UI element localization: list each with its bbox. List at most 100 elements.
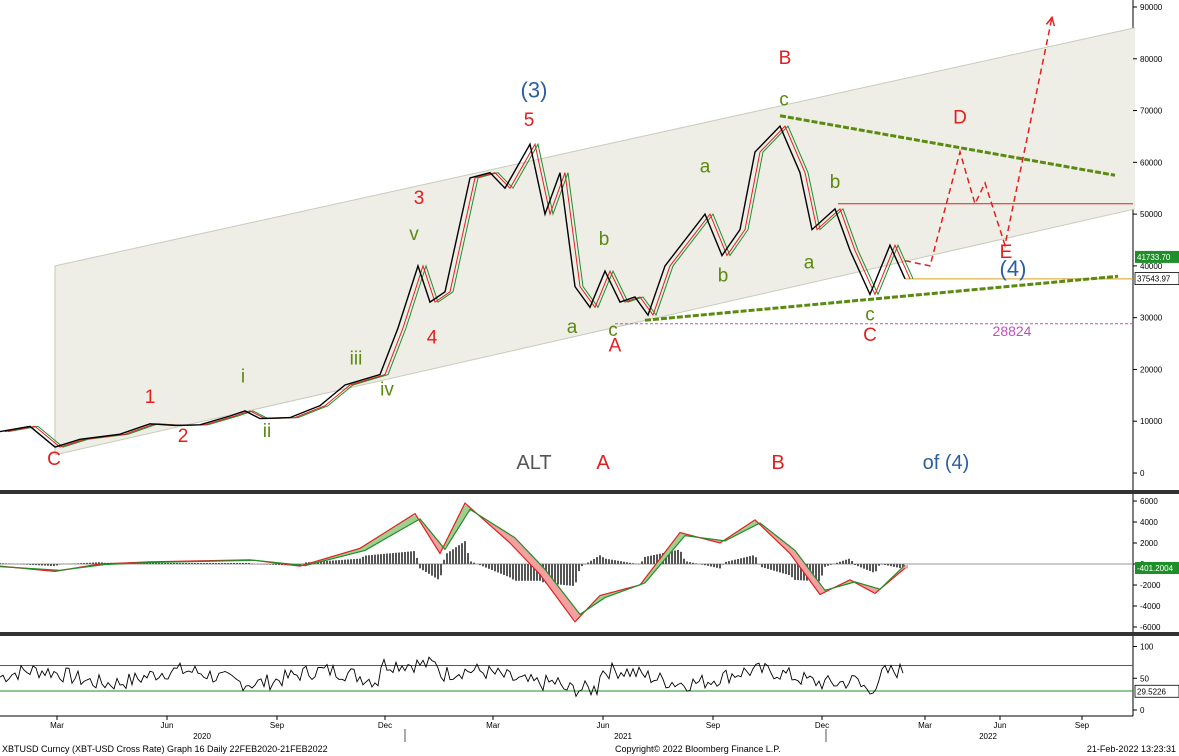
macd-fill	[904, 565, 908, 570]
wave-label: iv	[380, 379, 394, 400]
macd-fill	[452, 521, 456, 539]
price-panel: 90000 80000 70000 60000 50000 40000 30000 20000…	[0, 0, 1179, 494]
macd-fill	[648, 569, 652, 580]
wave-label: b	[599, 229, 610, 250]
wave-label: b	[718, 265, 729, 286]
footer-security-description: XBTUSD Curncy (XBT-USD Cross Rate) Graph…	[2, 744, 328, 754]
rsi-line	[0, 656, 904, 698]
price-tag-green	[1135, 250, 1179, 263]
macd-fill	[772, 532, 776, 541]
macd-tick-label: 2000	[1140, 539, 1158, 548]
x-year-label: 2022	[979, 732, 997, 741]
macd-fill	[664, 548, 668, 561]
wave-label: a	[700, 157, 711, 178]
macd-panel: 6000400020000-2000-4000-6000-401.2004	[0, 494, 1179, 636]
wave-label: c	[608, 320, 618, 341]
macd-fill	[780, 538, 784, 548]
macd-fill	[456, 513, 460, 532]
price-tick-label: 40000	[1140, 262, 1163, 271]
price-tick-label: 10000	[1140, 417, 1163, 426]
x-year-label: 2021	[614, 732, 632, 741]
macd-fill	[680, 532, 684, 542]
price-ma-red	[4, 125, 911, 448]
wave-label: (4)	[1000, 256, 1027, 281]
x-month-label: Mar	[918, 721, 932, 730]
price-tick-label: 50000	[1140, 210, 1163, 219]
macd-fill	[432, 533, 436, 548]
wave-label: i	[241, 366, 245, 387]
alt-count-label: A	[596, 452, 610, 474]
price-tick-label: 70000	[1140, 107, 1163, 116]
macd-fill	[600, 594, 604, 601]
macd-fill	[808, 567, 812, 584]
x-axis: Mar Jun Sep Dec Mar Jun Sep Dec Mar Jun Sep 2020 202…	[0, 715, 1133, 742]
rsi-value-label: 29.5226	[1137, 687, 1166, 696]
wave-label: iii	[350, 348, 363, 369]
x-month-label: Dec	[815, 721, 829, 730]
footer-timestamp: 21-Feb-2022 13:23:31	[1086, 744, 1176, 754]
x-year-label: 2020	[193, 732, 211, 741]
macd-fill	[668, 543, 672, 556]
price-tag-last-label: 37543.97	[1137, 275, 1171, 284]
macd-fill	[360, 545, 364, 552]
channel-upper-line	[54, 27, 1136, 267]
macd-tick-label: -4000	[1140, 602, 1161, 611]
macd-fill	[656, 558, 660, 570]
x-month-label: Sep	[270, 721, 285, 730]
macd-fill	[492, 523, 496, 531]
wave-label: a	[804, 252, 815, 273]
alt-count-label: ALT	[516, 452, 551, 474]
x-month-label: Sep	[706, 721, 721, 730]
macd-tick-label: 6000	[1140, 497, 1158, 506]
wave-label: (3)	[521, 78, 548, 103]
macd-fill	[800, 557, 804, 573]
macd-fill	[740, 527, 744, 534]
price-tick-label: 30000	[1140, 314, 1163, 323]
wave-label: C	[863, 325, 877, 346]
price-line	[0, 124, 906, 448]
price-tick-label: 0	[1140, 469, 1145, 478]
macd-fill	[448, 529, 452, 545]
price-ma-green	[7, 125, 914, 448]
x-month-label: Jun	[161, 721, 174, 730]
price-tick-label: 20000	[1140, 365, 1163, 374]
macd-series-line	[0, 508, 906, 616]
macd-value-label: -401.2004	[1137, 564, 1174, 573]
macd-fill	[796, 551, 800, 568]
price-tick-label: 80000	[1140, 55, 1163, 64]
wave-label: 2	[178, 426, 189, 447]
rsi-tick-label: 100	[1140, 643, 1154, 652]
alt-count-label: B	[771, 452, 784, 474]
wave-label: 28824	[993, 323, 1032, 339]
panel-divider	[0, 632, 1179, 636]
macd-tick-label: 4000	[1140, 518, 1158, 527]
panel-divider	[0, 490, 1179, 494]
macd-fill	[776, 535, 780, 544]
macd-series-line	[0, 502, 906, 623]
x-month-label: Mar	[486, 721, 500, 730]
wave-label: 3	[414, 188, 425, 209]
macd-fill	[576, 609, 580, 621]
wave-label: D	[953, 108, 967, 129]
macd-fill	[676, 532, 680, 547]
macd-tick-label: -2000	[1140, 581, 1161, 590]
x-month-label: Mar	[50, 721, 64, 730]
macd-fill	[820, 583, 824, 595]
wave-label: ii	[263, 421, 271, 442]
x-month-label: Sep	[1075, 721, 1090, 730]
macd-fill	[672, 537, 676, 552]
price-tick-label: 60000	[1140, 158, 1163, 167]
wave-label: 4	[427, 328, 438, 349]
alt-count-label: of (4)	[923, 452, 970, 474]
rsi-tick-label: 0	[1140, 706, 1145, 715]
macd-fill	[652, 564, 656, 575]
rsi-tick-label: 50	[1140, 674, 1149, 683]
x-month-label: Dec	[378, 721, 392, 730]
x-month-label: Jun	[994, 721, 1007, 730]
rsi-panel: 100 50 0 29.5226	[0, 636, 1179, 716]
projection-path	[904, 17, 1053, 267]
wave-label: E	[1000, 242, 1013, 263]
macd-fill	[804, 562, 808, 579]
macd-tick-label: -6000	[1140, 623, 1161, 632]
wave-label: v	[409, 224, 419, 245]
